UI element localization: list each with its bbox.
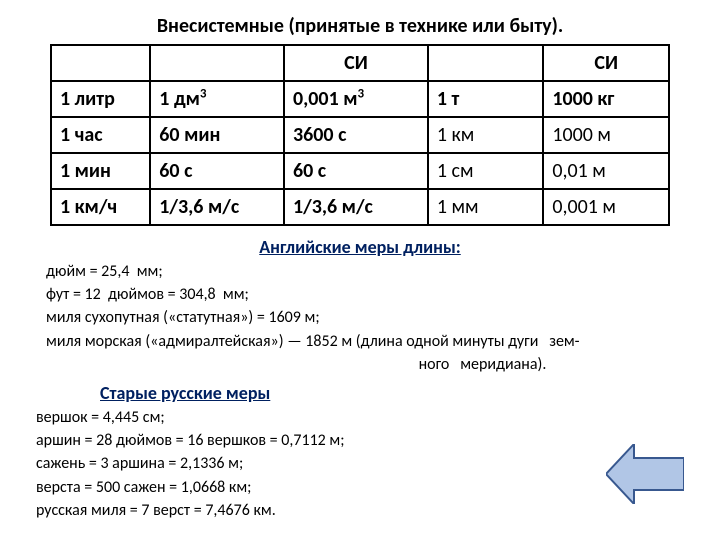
- table-header-row: СИ СИ: [51, 45, 669, 81]
- table-cell: 1000 кг: [543, 81, 669, 117]
- text-line: вершок = 4,445 см;: [36, 406, 660, 429]
- table-cell: 1 мин: [51, 153, 150, 189]
- text-line: фут = 12 дюймов = 304,8 мм;: [46, 283, 680, 306]
- text-line: аршин = 28 дюймов = 16 вершков = 0,7112 …: [36, 429, 660, 452]
- english-measures-title: Английские меры длины:: [0, 236, 720, 258]
- text-line: миля морская («адмиралтейская») — 1852 м…: [46, 330, 680, 353]
- table-cell: 1 литр: [51, 81, 150, 117]
- table-row: 1 час60 мин3600 с1 км1000 м: [51, 117, 669, 153]
- table-cell: 1/3,6 м/с: [150, 189, 284, 225]
- english-measures-lines: дюйм = 25,4 мм;фут = 12 дюймов = 304,8 м…: [0, 260, 720, 376]
- table-cell: 60 с: [150, 153, 284, 189]
- units-table: СИ СИ 1 литр1 дм30,001 м31 т1000 кг1 час…: [50, 44, 670, 226]
- table-cell: 1 мм: [428, 189, 543, 225]
- th: [428, 45, 543, 81]
- back-arrow-icon[interactable]: [606, 444, 684, 504]
- russian-measures-title: Старые русские меры: [100, 382, 720, 404]
- table-cell: 1 км: [428, 117, 543, 153]
- table-cell: 1 час: [51, 117, 150, 153]
- th: [150, 45, 284, 81]
- table-cell: 60 с: [284, 153, 428, 189]
- table-cell: 1 см: [428, 153, 543, 189]
- table-cell: 1 т: [428, 81, 543, 117]
- text-line: ного меридиана).: [46, 353, 680, 376]
- table-cell: 1 дм3: [150, 81, 284, 117]
- table-cell: 0,001 м3: [284, 81, 428, 117]
- table-cell: 3600 с: [284, 117, 428, 153]
- th: СИ: [543, 45, 669, 81]
- table-row: 1 км/ч1/3,6 м/с1/3,6 м/с1 мм0,001 м: [51, 189, 669, 225]
- table-cell: 0,01 м: [543, 153, 669, 189]
- th: [51, 45, 150, 81]
- table-row: 1 литр1 дм30,001 м31 т1000 кг: [51, 81, 669, 117]
- text-line: дюйм = 25,4 мм;: [46, 260, 680, 283]
- table-row: 1 мин60 с60 с1 см0,01 м: [51, 153, 669, 189]
- text-line: миля сухопутная («статутная») = 1609 м;: [46, 306, 680, 329]
- table-cell: 0,001 м: [543, 189, 669, 225]
- text-line: сажень = 3 аршина = 2,1336 м;: [36, 452, 660, 475]
- text-line: верста = 500 сажен = 1,0668 км;: [36, 476, 660, 499]
- table-cell: 60 мин: [150, 117, 284, 153]
- table-cell: 1 км/ч: [51, 189, 150, 225]
- text-line: русская миля = 7 верст = 7,4676 км.: [36, 499, 660, 522]
- table-cell: 1000 м: [543, 117, 669, 153]
- table-cell: 1/3,6 м/с: [284, 189, 428, 225]
- th: СИ: [284, 45, 428, 81]
- page-title: Внесистемные (принятые в технике или быт…: [0, 0, 720, 44]
